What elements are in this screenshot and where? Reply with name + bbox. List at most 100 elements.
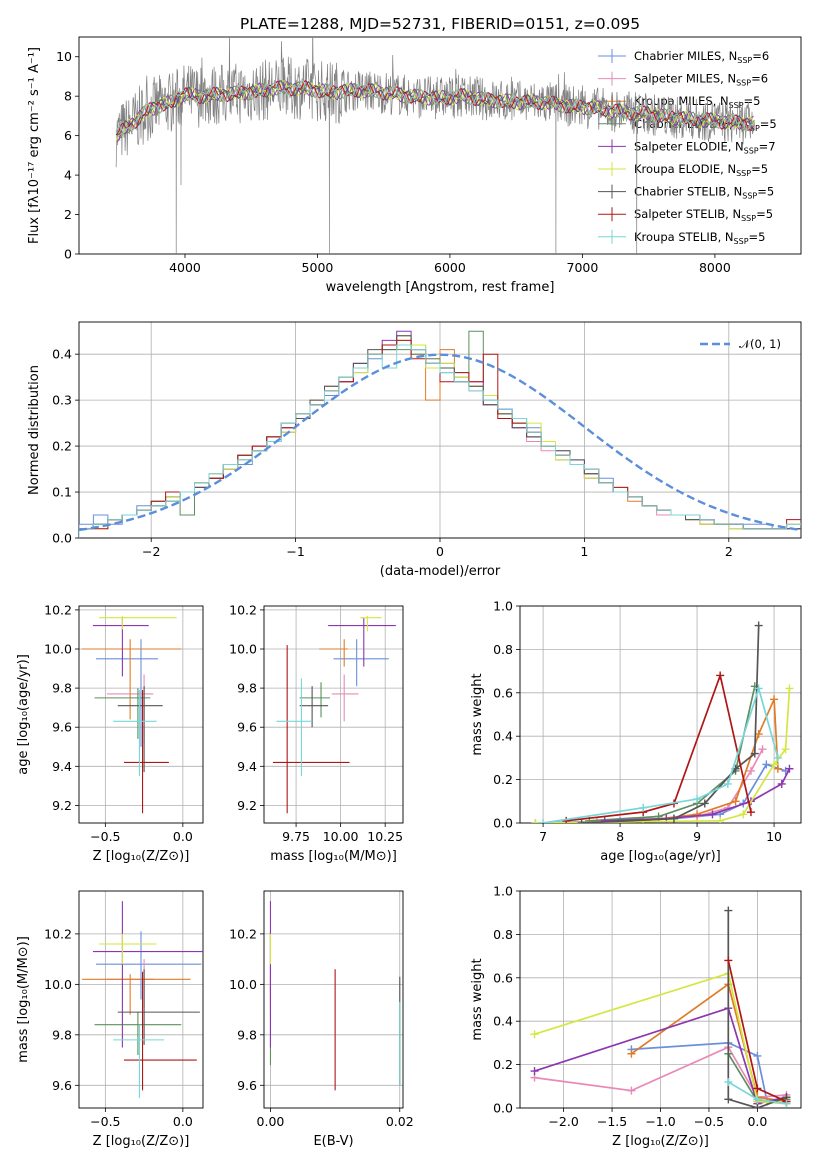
x-tick-label: −2.0 <box>548 1114 578 1129</box>
weight-line <box>542 685 779 823</box>
weight-marker <box>716 816 725 823</box>
weight-marker <box>781 745 790 754</box>
weight-marker <box>724 906 733 915</box>
x-tick-label: 7000 <box>567 260 599 275</box>
x-tick-label: 8 <box>616 829 624 844</box>
x-tick-label: 10.00 <box>323 829 359 844</box>
y-axis-label: mass [log₁₀(M/M⊙)] <box>16 936 31 1063</box>
plot-area-mass-EBV <box>269 901 401 1091</box>
x-tick-label: 7 <box>539 829 547 844</box>
weight-marker <box>627 1049 636 1058</box>
axes-frame <box>263 605 404 824</box>
y-axis-label: mass weight <box>470 673 485 755</box>
y-tick-label: 9.8 <box>52 1027 72 1042</box>
weight-marker <box>600 816 609 823</box>
x-tick-label: 0.0 <box>173 829 193 844</box>
y-tick-label: 9.6 <box>237 1078 257 1093</box>
weight-marker <box>627 1086 636 1095</box>
axes-frame <box>519 605 802 824</box>
x-tick-label: 6000 <box>434 260 466 275</box>
weight-line <box>534 1007 787 1105</box>
weight-marker <box>746 766 755 775</box>
weight-line <box>727 910 787 1108</box>
y-tick-label: 0.0 <box>493 816 513 831</box>
y-tick-label: 10.2 <box>44 926 72 941</box>
legend-label: Chabrier MILES, NSSP=6 <box>634 49 769 65</box>
y-tick-label: 0.2 <box>52 439 72 454</box>
y-tick-label: 1.0 <box>493 884 513 899</box>
y-tick-label: 0.8 <box>493 927 513 942</box>
weight-marker <box>731 797 740 806</box>
histogram-step <box>79 344 801 538</box>
y-tick-label: 0.6 <box>493 970 513 985</box>
weight-marker <box>785 764 794 773</box>
y-tick-label: 9.6 <box>52 1078 72 1093</box>
legend-label: Salpeter STELIB, NSSP=5 <box>634 207 773 223</box>
age-Z-chart: −0.5 0.0 9.2 9.4 9.6 9.8 10.0 10.2 Z [log₁₀(Z/Z⊙… <box>16 602 204 864</box>
y-tick-label: 9.6 <box>237 720 257 735</box>
weight-marker <box>700 799 709 808</box>
plot-area-mass-Z <box>82 901 203 1098</box>
y-tick-label: 0.2 <box>493 772 513 787</box>
y-tick-label: 9.8 <box>237 681 257 696</box>
y-tick-label: 0.0 <box>493 1101 513 1116</box>
weight-marker <box>750 749 759 758</box>
weight-marker <box>746 808 755 817</box>
y-axis-label: age [log₁₀(age/yr)] <box>16 654 31 775</box>
weight-marker <box>724 1095 733 1104</box>
weight-marker <box>723 779 732 788</box>
y-tick-label: 4 <box>64 168 72 183</box>
model-spectrum-line <box>115 79 754 135</box>
x-axis-label: Z [log₁₀(Z/Z⊙)] <box>612 1134 709 1149</box>
y-tick-label: 10.0 <box>229 642 257 657</box>
x-axis-label: Z [log₁₀(Z/Z⊙)] <box>93 849 190 864</box>
weight-marker <box>693 795 702 804</box>
weight-marker <box>639 803 648 812</box>
weight-marker <box>782 1099 791 1108</box>
y-tick-label: 10.2 <box>44 602 72 617</box>
weight-marker <box>762 760 771 769</box>
y-tick-label: 1.0 <box>493 599 513 614</box>
legend-label: Chabrier STELIB, NSSP=5 <box>634 185 774 201</box>
y-tick-label: 9.2 <box>237 798 257 813</box>
weight-marker <box>530 1030 539 1039</box>
y-tick-label: 10.0 <box>44 977 72 992</box>
x-tick-label: −2 <box>142 544 160 559</box>
weight-marker <box>770 760 779 769</box>
plot-area-weight-Z <box>530 906 791 1108</box>
x-tick-label: −0.5 <box>90 829 120 844</box>
x-tick-label: 2 <box>725 544 733 559</box>
weight-marker <box>753 1095 762 1104</box>
weight-marker <box>708 810 717 819</box>
axes-frame <box>78 605 204 824</box>
x-tick-label: 10.25 <box>367 829 403 844</box>
y-tick-label: 0.1 <box>52 485 72 500</box>
x-axis-label: mass [log₁₀(M/M⊙)] <box>270 849 397 864</box>
y-tick-label: 9.4 <box>52 759 72 774</box>
weight-marker <box>693 810 702 819</box>
y-tick-label: 10.2 <box>229 926 257 941</box>
x-tick-label: −1.0 <box>645 1114 675 1129</box>
mass-Z-chart: −0.5 0.0 9.6 9.8 10.0 10.2 Z [log₁₀(Z/Z⊙)] mass… <box>16 890 204 1149</box>
x-tick-label: 9 <box>693 829 701 844</box>
legend-label: Salpeter ELODIE, NSSP=7 <box>634 139 776 155</box>
y-tick-label: 0.4 <box>493 729 513 744</box>
weight-marker <box>753 1051 762 1060</box>
y-tick-label: 9.8 <box>52 681 72 696</box>
weight-line <box>581 625 760 823</box>
x-axis-label: E(B-V) <box>313 1134 353 1149</box>
weight-line <box>535 688 791 823</box>
x-axis-label: wavelength [Angstrom, rest frame] <box>326 280 555 295</box>
y-tick-label: 10.0 <box>44 642 72 657</box>
y-tick-label: 9.2 <box>52 798 72 813</box>
legend-label: 𝒩(0, 1) <box>739 337 781 351</box>
weight-marker <box>758 745 767 754</box>
weight-marker <box>754 684 763 693</box>
weight-marker <box>530 1067 539 1076</box>
x-axis-label: age [log₁₀(age/yr)] <box>600 849 721 864</box>
x-tick-label: 5000 <box>302 260 334 275</box>
y-tick-label: 6 <box>64 128 72 143</box>
x-tick-label: −0.5 <box>694 1114 724 1129</box>
axes-frame <box>263 890 404 1109</box>
y-axis-label: Flux [fλ10⁻¹⁷ erg cm⁻² s⁻¹ A⁻¹] <box>27 47 42 244</box>
